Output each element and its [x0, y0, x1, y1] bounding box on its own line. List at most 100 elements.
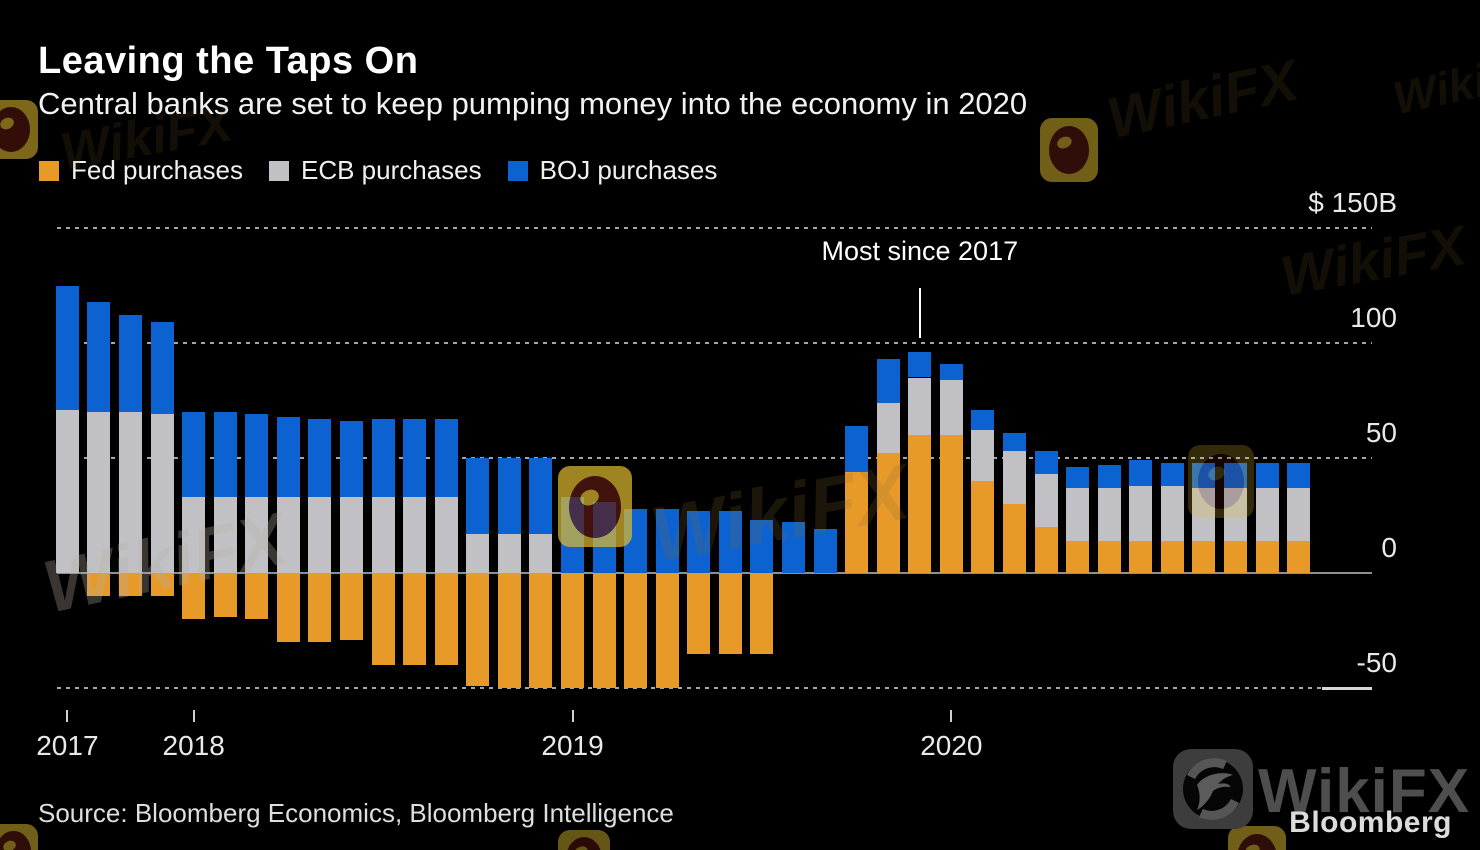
- bar-ecb-feb-2018: [213, 497, 237, 573]
- bar-ecb-jun-2018: [340, 497, 364, 573]
- bar-boj-jun-2020: [1097, 464, 1121, 488]
- bar-fed-aug-2020: [1160, 540, 1184, 573]
- bar-boj-feb-2018: [213, 412, 237, 498]
- bar-ecb-apr-2018: [276, 497, 300, 573]
- annotation-label: Most since 2017: [821, 236, 1019, 266]
- bar-ecb-mar-2020: [1003, 451, 1027, 504]
- bar-fed-jan-2019: [561, 573, 585, 688]
- y-axis-label-0: 0: [1381, 532, 1397, 563]
- bar-ecb-jun-2020: [1097, 487, 1121, 541]
- bar-fed-apr-2019: [655, 573, 679, 688]
- bar-fed-may-2020: [1066, 540, 1090, 573]
- bar-fed-jan-2018: [182, 573, 206, 619]
- bar-boj-jan-2020: [939, 363, 963, 380]
- bar-ecb-sep-2020: [1192, 487, 1216, 541]
- bar-boj-aug-2018: [403, 418, 427, 498]
- bar-boj-may-2018: [308, 418, 332, 498]
- gridline-150: [57, 227, 1372, 229]
- gridline--50: [57, 687, 1372, 689]
- wikifx-wordmark: WikiFX: [1258, 757, 1471, 826]
- bar-ecb-jul-2020: [1129, 485, 1153, 541]
- bar-fed-apr-2020: [1034, 527, 1058, 573]
- bar-fed-mar-2018: [245, 573, 269, 619]
- bar-fed-nov-2017: [119, 573, 143, 596]
- x-axis-tick-2017: [66, 710, 69, 722]
- gridline-0: [57, 572, 1372, 574]
- bar-boj-nov-2017: [119, 315, 143, 412]
- y-axis-label--50: -50: [1356, 647, 1397, 678]
- bar-boj-jul-2018: [371, 418, 395, 498]
- bar-fed-jul-2019: [750, 573, 774, 654]
- bar-ecb-may-2020: [1066, 487, 1090, 541]
- bar-boj-aug-2019: [782, 522, 806, 573]
- bar-boj-dec-2018: [529, 458, 553, 534]
- legend-swatch-fed-purchases: [39, 160, 59, 181]
- bar-boj-apr-2019: [655, 508, 679, 573]
- legend-item-boj-purchases: BOJ purchases: [507, 155, 718, 186]
- bar-ecb-dec-2017: [150, 414, 174, 573]
- bar-ecb-jul-2018: [371, 497, 395, 573]
- bar-boj-aug-2020: [1160, 462, 1184, 486]
- bar-fed-sep-2018: [434, 573, 458, 665]
- wikifx-eagle-icon: [1173, 749, 1253, 829]
- bar-boj-sep-2017: [55, 285, 79, 410]
- bar-boj-oct-2018: [466, 458, 490, 534]
- source-credit: Source: Bloomberg Economics, Bloomberg I…: [38, 798, 674, 828]
- bar-fed-feb-2020: [971, 481, 995, 573]
- bar-boj-may-2019: [687, 510, 711, 573]
- bar-boj-sep-2020: [1192, 462, 1216, 488]
- bar-boj-jun-2019: [718, 510, 742, 573]
- bar-boj-jul-2020: [1129, 460, 1153, 486]
- legend-label-boj-purchases: BOJ purchases: [539, 155, 718, 185]
- bar-ecb-dec-2018: [529, 533, 553, 573]
- bar-fed-feb-2018: [213, 573, 237, 617]
- bar-boj-sep-2019: [813, 529, 837, 573]
- bar-fed-jan-2020: [939, 435, 963, 573]
- bar-boj-may-2020: [1066, 467, 1090, 488]
- legend-swatch-boj-purchases: [507, 160, 528, 181]
- chart-subtitle: Central banks are set to keep pumping mo…: [38, 86, 1028, 121]
- gridline-100: [57, 342, 1372, 344]
- bar-boj-oct-2017: [87, 301, 111, 412]
- bar-boj-nov-2018: [497, 458, 521, 534]
- gridline-50: [57, 457, 1372, 459]
- x-axis-label-2020: 2020: [920, 730, 983, 761]
- bar-fed-nov-2018: [497, 573, 521, 688]
- bar-fed-oct-2019: [845, 471, 869, 573]
- x-axis-tick-2019: [571, 710, 574, 722]
- y-axis-label-150: $ 150B: [1308, 187, 1397, 218]
- bar-fed-may-2019: [687, 573, 711, 654]
- bar-ecb-feb-2020: [971, 430, 995, 481]
- bar-fed-mar-2019: [624, 573, 648, 688]
- x-axis-label-2017: 2017: [36, 730, 99, 761]
- annotation-pointer-line: [918, 288, 921, 338]
- bar-fed-jul-2020: [1129, 540, 1153, 573]
- bar-boj-feb-2019: [592, 501, 616, 573]
- bar-boj-apr-2020: [1034, 451, 1058, 475]
- bar-boj-dec-2019: [908, 352, 932, 378]
- bar-ecb-dec-2019: [908, 377, 932, 435]
- bar-ecb-sep-2018: [434, 497, 458, 573]
- legend-swatch-ecb-purchases: [268, 160, 289, 181]
- wikifx-watermark-logo: [0, 824, 38, 850]
- bar-fed-nov-2020: [1255, 540, 1279, 573]
- bar-boj-mar-2020: [1003, 432, 1027, 452]
- y-axis-label-100: 100: [1350, 302, 1397, 333]
- bar-ecb-may-2018: [308, 497, 332, 573]
- bar-ecb-nov-2018: [497, 533, 521, 573]
- y-axis-label-50: 50: [1365, 417, 1397, 448]
- bar-fed-oct-2017: [87, 573, 111, 596]
- bar-boj-jan-2019: [561, 497, 585, 573]
- x-axis-label-2019: 2019: [541, 730, 604, 761]
- bar-fed-nov-2019: [876, 453, 900, 573]
- bar-boj-nov-2019: [876, 359, 900, 403]
- bar-fed-jul-2018: [371, 573, 395, 665]
- bar-fed-dec-2020: [1287, 540, 1311, 573]
- bar-ecb-jan-2018: [182, 497, 206, 573]
- bar-fed-mar-2020: [1003, 504, 1027, 573]
- bar-fed-apr-2018: [276, 573, 300, 642]
- bar-fed-oct-2020: [1224, 540, 1248, 573]
- bar-ecb-mar-2018: [245, 497, 269, 573]
- bar-fed-oct-2018: [466, 573, 490, 686]
